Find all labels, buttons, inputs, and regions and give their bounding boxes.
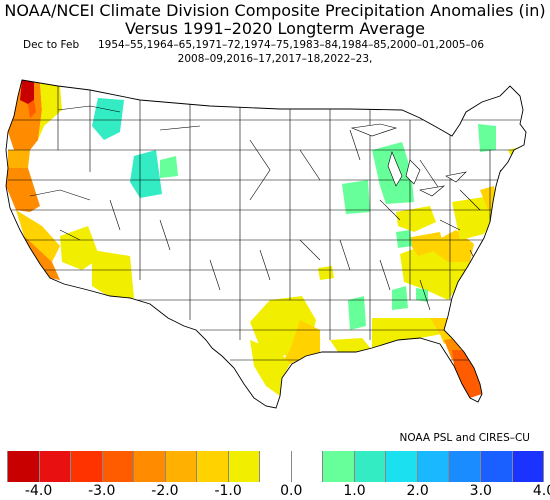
legend-swatch-4: [134, 451, 166, 482]
legend-swatch-3: [102, 451, 135, 482]
arkansas-small-dry: [318, 266, 334, 280]
color-legend-bar: [7, 451, 545, 482]
ohio-wet: [380, 180, 414, 204]
legend-tick-label: -2.0: [151, 483, 179, 499]
legend-tick-label: 1.0: [343, 483, 366, 499]
idaho-wet: [92, 98, 124, 140]
washington-coast-strong-dry: [20, 80, 34, 104]
minnesota-small-wet: [416, 288, 428, 302]
map-title: NOAA/NCEI Climate Division Composite Pre…: [4, 1, 546, 20]
legend-tick-label: 0.0: [280, 483, 303, 499]
legend-swatch-8: [260, 451, 292, 482]
arizona-dry: [92, 250, 134, 298]
color-legend-ticks: -4.0 -3.0 -2.0 -1.0 0.0 1.0 2.0 3.0 4.0: [7, 483, 550, 499]
wisconsin-wet: [342, 180, 370, 214]
legend-tick-label: 2.0: [406, 483, 429, 499]
great-lakes: [350, 123, 467, 197]
legend-swatch-7: [228, 451, 261, 482]
indiana-wet: [396, 230, 412, 248]
legend-swatch-10: [323, 451, 355, 482]
legend-swatch-1: [39, 451, 72, 482]
louisiana-dry: [330, 338, 372, 352]
credit-label: NOAA PSL and CIRES–CU: [399, 432, 531, 444]
wyoming-wet: [130, 150, 162, 198]
mid-atlantic-dry: [452, 196, 496, 240]
us-outline: [5, 79, 527, 409]
legend-swatch-9: [291, 451, 324, 482]
season-label: Dec to Feb: [23, 39, 80, 51]
mississippi-wet: [348, 296, 366, 330]
legend-swatch-11: [354, 451, 387, 482]
northwest-light-dry: [38, 83, 62, 140]
alabama-wet: [392, 286, 408, 310]
montana-small-wet: [160, 156, 178, 178]
california-south-dry: [24, 236, 60, 280]
legend-swatch-5: [165, 451, 198, 482]
washington-coast-dry: [28, 100, 36, 118]
legend-tick-label: -1.0: [214, 483, 242, 499]
legend-swatch-15: [480, 451, 513, 482]
texas-south-dry: [250, 340, 290, 396]
california-coast-dry: [6, 168, 40, 212]
legend-tick-label: -4.0: [24, 483, 53, 499]
legend-swatch-14: [449, 451, 481, 482]
maine-wet: [478, 124, 496, 152]
composite-years-line-1: 1954–55,1964–65,1971–72,1974–75,1983–84,…: [98, 39, 485, 51]
anomaly-map: [5, 79, 527, 409]
map-subtitle: Versus 1991–2020 Longterm Average: [124, 19, 426, 38]
legend-swatch-13: [417, 451, 450, 482]
ohio-valley-dry: [396, 206, 436, 232]
legend-tick-label: 3.0: [469, 483, 492, 499]
gulf-coast-dry: [372, 318, 442, 348]
nevada-south-dry: [60, 226, 100, 270]
california-central-dry: [16, 210, 60, 262]
composite-years-line-2: 2008–09,2016–17,2017–18,2022–23,: [177, 53, 373, 65]
legend-tick-label: 4.0: [532, 483, 550, 499]
california-north-dry: [8, 150, 30, 168]
kentucky-dry: [406, 232, 444, 256]
legend-swatch-6: [197, 451, 229, 482]
legend-swatch-12: [386, 451, 418, 482]
legend-tick-label: -3.0: [88, 483, 116, 499]
legend-swatch-2: [71, 451, 103, 482]
legend-swatch-16: [512, 451, 545, 482]
legend-swatch-0: [7, 451, 40, 482]
florida-peninsula-dry: [452, 350, 482, 398]
